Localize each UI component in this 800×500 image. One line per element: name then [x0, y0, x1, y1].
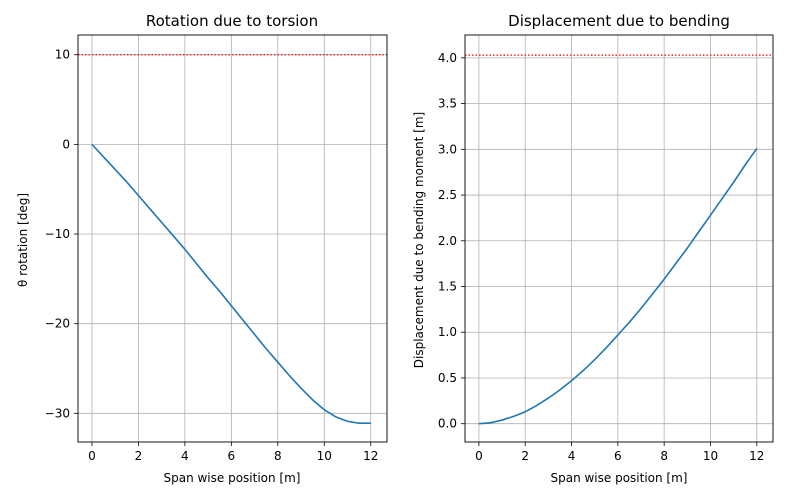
- bending-displacement-plot: Displacement due to bending Span wise po…: [412, 12, 774, 485]
- y-tick-label: 3.0: [438, 142, 457, 156]
- series-line: [478, 147, 758, 425]
- y-tick-label: 0.5: [438, 371, 457, 385]
- y-tick-label: 1.5: [438, 280, 457, 294]
- y-tick-label: −20: [45, 317, 70, 331]
- y-tick-label: 1.0: [438, 325, 457, 339]
- y-tick-label: −30: [45, 406, 70, 420]
- x-tick-label: 4: [568, 449, 576, 463]
- axes-frame: [77, 34, 388, 443]
- chart-title: Rotation due to torsion: [146, 12, 318, 30]
- y-tick-label: 0: [62, 137, 70, 151]
- x-tick-label: 12: [749, 449, 764, 463]
- x-tick-label: 10: [703, 449, 718, 463]
- x-tick-label: 6: [614, 449, 622, 463]
- x-axis-label: Span wise position [m]: [550, 471, 687, 485]
- x-tick-label: 6: [228, 449, 236, 463]
- x-tick-label: 2: [521, 449, 529, 463]
- x-axis-label: Span wise position [m]: [163, 471, 300, 485]
- torsion-rotation-plot: Rotation due to torsion Span wise positi…: [16, 12, 388, 485]
- chart-title: Displacement due to bending: [508, 12, 730, 30]
- y-tick-label: 2.5: [438, 188, 457, 202]
- y-tick-label: 10: [55, 48, 70, 62]
- y-axis-label: Displacement due to bending moment [m]: [412, 112, 426, 368]
- x-tick-label: 4: [181, 449, 189, 463]
- x-tick-label: 0: [88, 449, 96, 463]
- y-tick-label: −10: [45, 227, 70, 241]
- y-tick-label: 2.0: [438, 234, 457, 248]
- x-tick-label: 8: [660, 449, 668, 463]
- y-tick-label: 4.0: [438, 51, 457, 65]
- y-axis-label: θ rotation [deg]: [16, 193, 30, 287]
- x-tick-label: 0: [475, 449, 483, 463]
- x-tick-label: 10: [317, 449, 332, 463]
- axes-frame: [464, 34, 774, 443]
- x-tick-label: 8: [274, 449, 282, 463]
- x-tick-label: 12: [363, 449, 378, 463]
- y-tick-label: 3.5: [438, 97, 457, 111]
- y-tick-label: 0.0: [438, 417, 457, 431]
- series-line: [91, 143, 371, 424]
- x-tick-label: 2: [135, 449, 143, 463]
